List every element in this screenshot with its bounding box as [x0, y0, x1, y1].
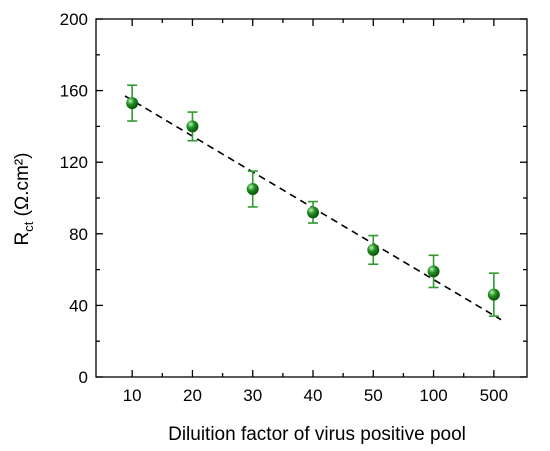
axes: [95, 18, 528, 378]
data-point: [427, 254, 440, 289]
point-marker: [487, 288, 500, 301]
point-marker: [186, 120, 199, 133]
y-axis-ticks: 0 40 80 120 160 200: [60, 10, 527, 387]
y-tick-label: 80: [69, 225, 88, 244]
x-tick-label: 40: [304, 386, 323, 405]
y-axis-title-main: R: [12, 232, 33, 246]
y-axis-title-unit: (Ω.cm²): [12, 153, 33, 222]
y-axis-title: Rct (Ω.cm²): [12, 153, 36, 246]
data-point: [307, 200, 320, 224]
x-tick-label: 100: [419, 386, 447, 405]
x-tick-label: 20: [183, 386, 202, 405]
x-tick-label: 500: [480, 386, 508, 405]
plot-frame: [95, 18, 528, 378]
data-points: [126, 84, 500, 317]
data-point: [487, 272, 500, 317]
data-point: [246, 170, 259, 208]
point-marker: [307, 206, 320, 219]
x-axis-ticks: 10 20 30 40 50 100 500: [123, 19, 508, 405]
y-tick-label: 120: [60, 153, 88, 172]
y-tick-label: 0: [79, 368, 88, 387]
data-point: [186, 111, 199, 142]
x-axis-title: Diluition factor of virus positive pool: [168, 424, 466, 445]
y-tick-label: 40: [69, 296, 88, 315]
point-marker: [367, 243, 380, 256]
x-tick-label: 10: [123, 386, 142, 405]
point-marker: [246, 183, 259, 196]
y-tick-label: 160: [60, 82, 88, 101]
y-tick-label: 200: [60, 10, 88, 29]
point-marker: [126, 97, 139, 110]
point-marker: [427, 265, 440, 278]
y-axis-title-sub: ct: [21, 221, 36, 232]
x-tick-label: 30: [243, 386, 262, 405]
x-tick-label: 50: [364, 386, 383, 405]
data-point: [367, 234, 380, 266]
data-point: [126, 84, 139, 122]
